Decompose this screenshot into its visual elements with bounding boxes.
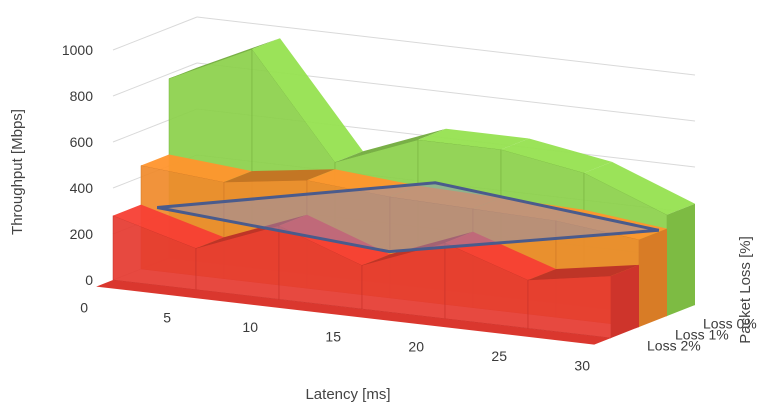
series-0-side (667, 203, 695, 316)
x-tick-label: 0 (80, 300, 88, 316)
z-ticks: Loss 0%Loss 1%Loss 2% (647, 316, 757, 354)
series-0-top-facet (335, 128, 446, 163)
gridline-side (112, 62, 198, 97)
x-ticks: 0 5 10 15 20 25 30 (80, 300, 590, 374)
series-2-surface (112, 204, 639, 339)
y-tick-label: 800 (70, 88, 94, 104)
highlight-plane (156, 181, 660, 254)
x-tick-label: 15 (325, 329, 341, 345)
series-2-side (611, 264, 639, 338)
series-0-top-facet (584, 161, 695, 215)
z-tick-label: Loss 2% (647, 338, 701, 354)
x-tick-label: 10 (242, 319, 258, 335)
y-axis-title: Throughput [Mbps] (9, 109, 26, 235)
series-0-top-facet (169, 38, 280, 79)
series-0-top-facet (252, 38, 363, 163)
series-2-top-facet (113, 204, 224, 249)
gridline-back (196, 16, 696, 76)
y-tick-label: 200 (70, 226, 94, 242)
series-2-top-facet (528, 264, 639, 280)
series-1-top-facet (141, 154, 252, 183)
z-axis-title: Packet Loss [%] (737, 236, 754, 344)
y-tick-label: 400 (70, 180, 94, 196)
x-tick-label: 5 (163, 309, 171, 325)
x-axis-title: Latency [ms] (305, 386, 390, 403)
series-1-side (639, 228, 667, 327)
y-tick-label: 1000 (62, 42, 93, 58)
y-ticks: 0 200 400 600 800 1000 (62, 42, 93, 288)
series-1-top-facet (224, 169, 335, 183)
z-tick-label: Loss 1% (675, 327, 729, 343)
x-tick-label: 20 (408, 338, 424, 354)
x-tick-label: 25 (491, 348, 507, 364)
series-2-segment (527, 275, 612, 339)
series-0-top-facet (501, 138, 612, 173)
gridline-side (112, 16, 198, 51)
y-tick-label: 600 (70, 134, 94, 150)
y-tick-label: 0 (85, 272, 93, 288)
series-0-top-facet (418, 128, 529, 150)
floor-strip (96, 280, 611, 345)
x-tick-label: 30 (574, 358, 590, 374)
z-tick-label: Loss 0% (703, 316, 757, 332)
highlight-plane-shape (156, 181, 660, 254)
